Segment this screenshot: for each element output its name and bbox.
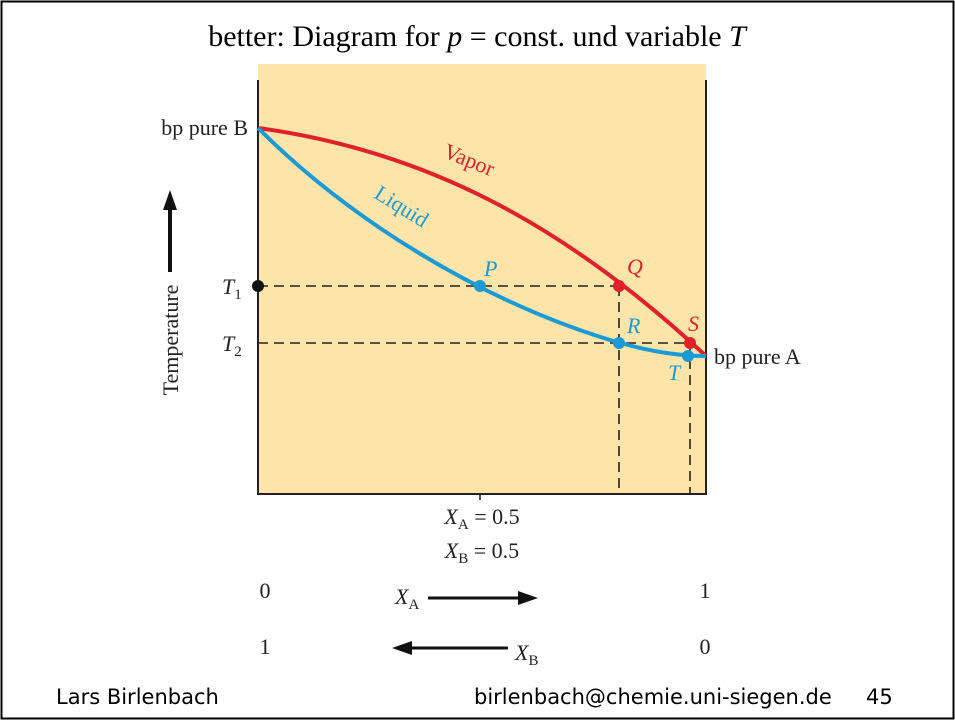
t1-dot xyxy=(252,280,264,292)
liquid-curve xyxy=(256,126,707,358)
title-text: = const. und variable xyxy=(462,20,729,53)
xa-rest: = 0.5 xyxy=(469,504,520,529)
point-p xyxy=(474,280,486,292)
q-label: Q xyxy=(627,254,643,279)
bp-pure-a: bp pure A xyxy=(714,344,801,369)
p-label: P xyxy=(483,256,497,281)
vapor-curve xyxy=(257,126,708,358)
title-var: T xyxy=(729,20,748,53)
xa-arrow-head xyxy=(518,591,538,605)
slide-title: better: Diagram for p = const. und varia… xyxy=(208,20,748,53)
xa-half: XA = 0.5 xyxy=(443,504,519,533)
xb-right: 0 xyxy=(700,634,711,659)
xb-half: XB = 0.5 xyxy=(444,538,519,567)
xb-arrow-head xyxy=(392,641,412,655)
point-r xyxy=(613,337,625,349)
xa-row-sub: A xyxy=(408,597,419,613)
xb-base: X xyxy=(444,538,460,563)
t2-label: T2 xyxy=(222,331,242,360)
xa-sub: A xyxy=(458,517,469,533)
bp-pure-b: bp pure B xyxy=(161,115,248,140)
t1-sub: 1 xyxy=(234,287,242,303)
point-t xyxy=(682,350,694,362)
r-label: R xyxy=(626,313,641,338)
t2-sub: 2 xyxy=(234,344,242,360)
plot-area xyxy=(258,64,706,494)
footer-author: Lars Birlenbach xyxy=(56,685,219,709)
y-axis-label: Temperature xyxy=(158,285,183,396)
arrows xyxy=(163,190,538,655)
xb-rest: = 0.5 xyxy=(468,538,519,563)
point-s xyxy=(684,337,696,349)
t1-base: T xyxy=(222,274,236,299)
xb-sub: B xyxy=(458,551,468,567)
footer-email: birlenbach@chemie.uni-siegen.de xyxy=(474,685,832,709)
title-var: p xyxy=(445,20,462,53)
t2-base: T xyxy=(222,331,236,356)
xb-left: 1 xyxy=(260,634,271,659)
xa-base: X xyxy=(443,504,459,529)
xa-arrow-label: XA xyxy=(394,584,419,613)
xa-row-base: X xyxy=(394,584,410,609)
t-label: T xyxy=(668,360,682,385)
xb-row-base: X xyxy=(514,640,530,665)
title-text: better: Diagram for xyxy=(208,20,447,53)
point-q xyxy=(613,280,625,292)
footer-page: 45 xyxy=(866,685,893,709)
xb-arrow-label: XB xyxy=(514,640,538,669)
xb-row-sub: B xyxy=(528,653,538,669)
xa-left: 0 xyxy=(260,578,271,603)
xa-right: 1 xyxy=(700,578,711,603)
t1-label: T1 xyxy=(222,274,242,303)
temp-arrow-head xyxy=(163,190,177,210)
s-label: S xyxy=(688,311,699,336)
